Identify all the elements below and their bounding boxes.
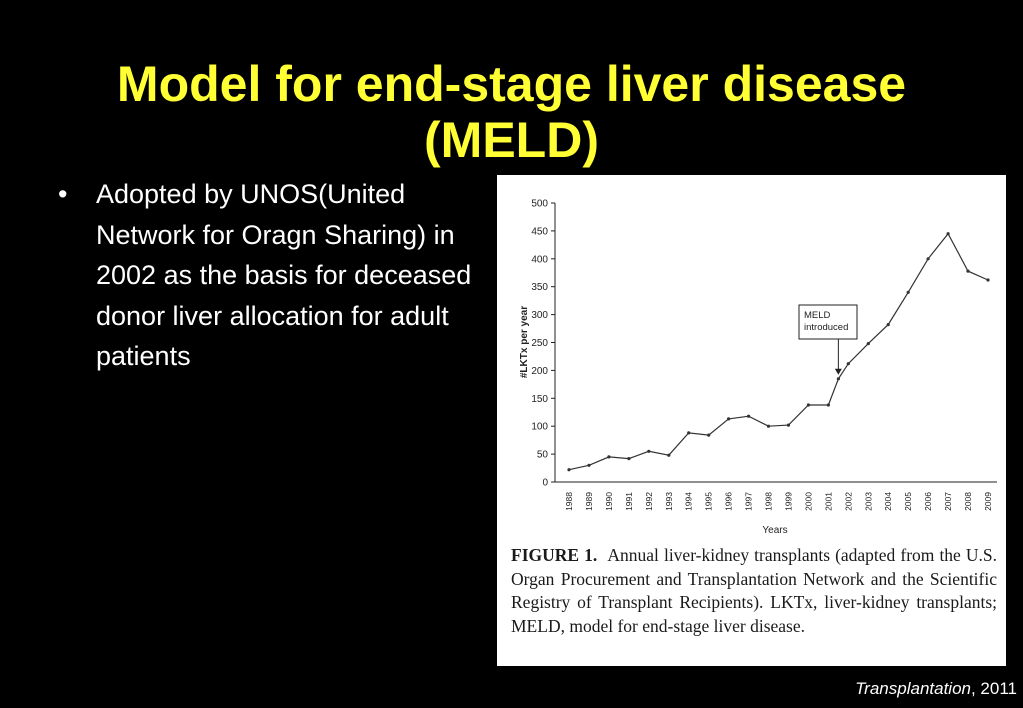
data-point bbox=[836, 377, 840, 381]
x-tick-label: 2008 bbox=[963, 492, 973, 511]
x-axis-label: Years bbox=[762, 525, 787, 536]
x-tick-label: 1994 bbox=[684, 492, 694, 511]
data-point bbox=[607, 455, 611, 459]
x-tick-label: 1988 bbox=[564, 492, 574, 511]
data-point bbox=[667, 453, 671, 457]
data-point bbox=[946, 232, 950, 236]
data-point bbox=[567, 468, 571, 472]
series-line bbox=[568, 232, 989, 471]
x-tick-label: 1996 bbox=[724, 492, 734, 511]
citation: Transplantation, 2011 bbox=[855, 679, 1017, 699]
figure-panel: 0 50 100 150 200 250 300 350 400 450 500 1988 1989 1… bbox=[497, 175, 1006, 666]
bullet-item: • Adopted by UNOS(United Network for Ora… bbox=[58, 174, 498, 377]
data-point bbox=[587, 463, 591, 467]
data-point bbox=[627, 457, 631, 461]
y-tick-label: 350 bbox=[531, 282, 548, 293]
annotation-box bbox=[798, 304, 858, 340]
data-point bbox=[926, 257, 930, 261]
x-tick-label: 2005 bbox=[903, 492, 913, 511]
x-tick-label: 1989 bbox=[584, 492, 594, 511]
x-tick-label: 1995 bbox=[704, 492, 714, 511]
slide-title-line-1: Model for end-stage liver disease bbox=[116, 55, 907, 112]
slide-title-line-2: (MELD) bbox=[424, 111, 599, 168]
annotation-text: MELD bbox=[804, 310, 831, 321]
citation-journal: Transplantation bbox=[855, 679, 971, 698]
slide-title: Model for end-stage liver disease (MELD) bbox=[0, 56, 1023, 168]
x-tick-label: 2004 bbox=[883, 492, 893, 511]
x-tick-label: 1990 bbox=[604, 492, 614, 511]
x-tick-label: 2007 bbox=[943, 492, 953, 511]
x-tick-label: 1998 bbox=[764, 492, 774, 511]
data-point bbox=[846, 362, 850, 366]
data-point bbox=[966, 269, 970, 273]
x-tick-label: 2006 bbox=[923, 492, 933, 511]
figure-caption: FIGURE 1. Annual liver-kidney transplant… bbox=[511, 544, 997, 638]
y-axis-label: #LKTx per year bbox=[519, 306, 530, 378]
data-point bbox=[747, 414, 751, 418]
y-tick-label: 50 bbox=[537, 450, 549, 461]
y-tick-label: 450 bbox=[531, 226, 548, 237]
data-point bbox=[647, 449, 651, 453]
series-ltkx bbox=[567, 232, 990, 472]
y-tick-label: 200 bbox=[531, 366, 548, 377]
data-point bbox=[687, 431, 691, 435]
data-point bbox=[766, 424, 771, 428]
y-tick-label: 500 bbox=[531, 199, 548, 210]
y-tick-label: 150 bbox=[531, 394, 548, 405]
x-tick-label: 2000 bbox=[803, 492, 813, 511]
data-point bbox=[986, 278, 990, 282]
x-tick-label: 1992 bbox=[644, 492, 654, 511]
x-tick-label: 2003 bbox=[863, 492, 873, 511]
x-tick-label: 2009 bbox=[983, 492, 993, 511]
x-tick-label: 1991 bbox=[624, 492, 634, 511]
citation-rest: , 2011 bbox=[970, 679, 1017, 698]
data-point bbox=[906, 290, 910, 294]
bullet-dot-icon: • bbox=[58, 179, 68, 209]
y-tick-label: 0 bbox=[542, 478, 548, 489]
x-tick-label: 1997 bbox=[744, 492, 754, 511]
x-tick-label: 1993 bbox=[664, 492, 674, 511]
bullet-list: • Adopted by UNOS(United Network for Ora… bbox=[58, 174, 498, 377]
x-tick-label: 1999 bbox=[783, 492, 793, 511]
y-tick-label: 250 bbox=[531, 338, 548, 349]
y-axis: 0 50 100 150 200 250 300 350 400 450 500 bbox=[531, 199, 556, 489]
x-axis: 1988 1989 1990 1991 1992 1993 1994 1995 1996 1997… bbox=[555, 481, 997, 511]
data-point bbox=[707, 433, 711, 437]
data-point bbox=[786, 423, 791, 427]
figure-caption-text: Annual liver-kidney transplants (adapted… bbox=[511, 545, 998, 636]
data-point bbox=[866, 342, 870, 346]
annotation-arrow-head-icon bbox=[834, 368, 842, 375]
annotation-text: introduced bbox=[804, 322, 848, 333]
x-tick-label: 2002 bbox=[843, 492, 853, 511]
y-tick-label: 100 bbox=[531, 422, 548, 433]
data-point bbox=[806, 403, 810, 407]
data-point bbox=[826, 403, 830, 407]
data-point bbox=[727, 417, 731, 421]
bullet-text: Adopted by UNOS(United Network for Oragn… bbox=[96, 179, 472, 371]
figure-caption-label: FIGURE 1. bbox=[511, 545, 598, 565]
y-tick-label: 300 bbox=[531, 310, 548, 321]
y-tick-label: 400 bbox=[531, 254, 548, 265]
x-tick-label: 2001 bbox=[823, 492, 833, 511]
data-point bbox=[886, 323, 890, 327]
